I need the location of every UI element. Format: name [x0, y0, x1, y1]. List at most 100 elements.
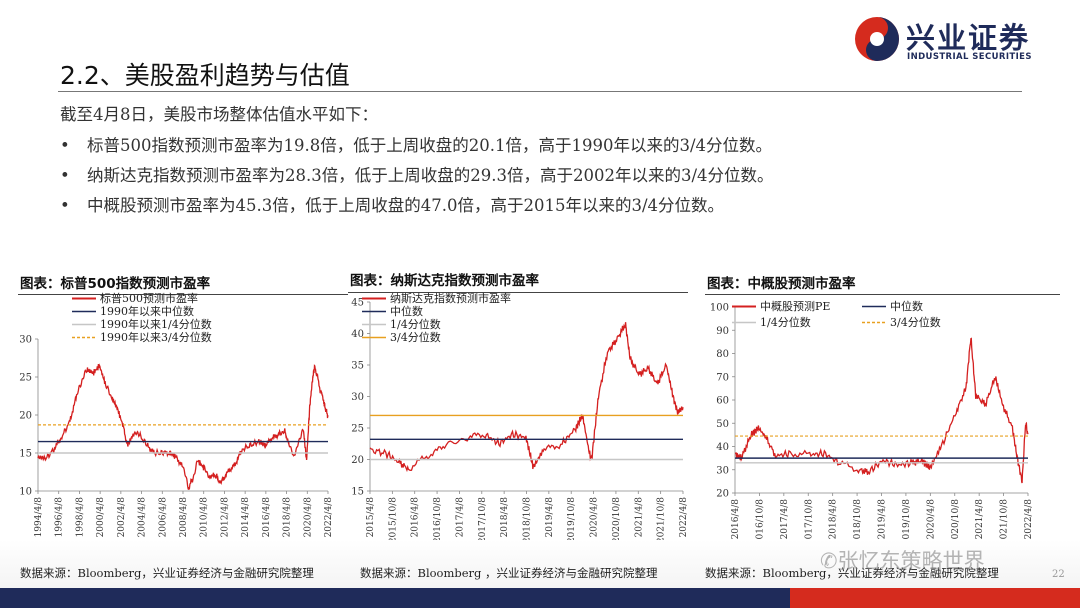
- footer-band: [0, 540, 1080, 588]
- y-tick-label: 35: [351, 361, 364, 372]
- legend-label: 1990年以来3/4分位数: [100, 330, 212, 344]
- x-tick-label: 2021/10/8: [1000, 499, 1010, 545]
- x-tick-label: 1998/4/8: [75, 497, 85, 538]
- x-tick-label: 2022/4/8: [679, 497, 689, 538]
- bullet-nasdaq: 纳斯达克指数预测市盈率为28.3倍，低于上周收盘的29.3倍，高于2002年以来…: [60, 161, 774, 191]
- x-tick-label: 1996/4/8: [55, 497, 65, 538]
- x-tick-label: 2022/4/8: [1024, 499, 1034, 540]
- y-tick-label: 40: [716, 442, 729, 453]
- logo-mark-icon: [855, 17, 899, 61]
- y-tick-label: 20: [351, 455, 364, 466]
- watermark: ✆张忆东策略世界: [820, 545, 985, 575]
- x-tick-label: 2020/4/8: [926, 499, 936, 540]
- x-tick-label: 2020/10/8: [951, 499, 961, 545]
- legend-label: 纳斯达克指数预测市盈率: [390, 291, 511, 305]
- chart-title-sp500: 图表：标普500指数预测市盈率: [20, 276, 211, 292]
- intro-text: 截至4月8日，美股市场整体估值水平如下：: [60, 105, 378, 124]
- source-note-china-adr: 数据来源：Bloomberg，兴业证券经济与金融研究院整理: [705, 566, 999, 580]
- x-tick-label: 2000/4/8: [96, 497, 106, 538]
- x-tick-label: 2012/4/8: [220, 497, 230, 538]
- x-tick-label: 2016/4/8: [262, 497, 272, 538]
- chart-title-nasdaq: 图表：纳斯达克指数预测市盈率: [350, 273, 539, 289]
- y-tick-label: 90: [716, 326, 729, 337]
- y-tick-label: 70: [716, 372, 729, 383]
- x-tick-label: 2017/4/8: [455, 497, 465, 538]
- page-title: 2.2、美股盈利趋势与估值: [60, 61, 350, 90]
- x-tick-label: 2010/4/8: [200, 497, 210, 538]
- legend-label: 中概股预测PE: [760, 300, 830, 313]
- x-tick-label: 2017/4/8: [780, 499, 790, 540]
- x-tick-label: 2018/4/8: [829, 499, 839, 540]
- y-tick-label: 25: [19, 373, 32, 384]
- x-tick-label: 2017/10/8: [478, 497, 488, 543]
- x-tick-label: 2020/4/8: [303, 497, 313, 538]
- bullet-sp500: 标普500指数预测市盈率为19.8倍，低于上周收盘的20.1倍，高于1990年以…: [60, 131, 774, 161]
- legend-label: 3/4分位数: [890, 315, 941, 329]
- series-line: [369, 322, 684, 473]
- x-tick-label: 2016/10/8: [433, 497, 443, 543]
- y-tick-label: 30: [716, 465, 729, 476]
- y-tick-label: 30: [351, 392, 364, 403]
- y-tick-label: 10: [19, 487, 32, 498]
- x-tick-label: 2019/4/8: [878, 499, 888, 540]
- chart-title-china-adr: 图表：中概股预测市盈率: [707, 276, 856, 292]
- x-tick-label: 2017/10/8: [804, 499, 814, 545]
- chart-rule-sp500: [18, 294, 348, 295]
- x-tick-label: 2018/4/8: [283, 497, 293, 538]
- x-tick-label: 2008/4/8: [179, 497, 189, 538]
- y-tick-label: 20: [19, 411, 32, 422]
- logo-name: 兴业证券: [906, 21, 1031, 55]
- logo-subtitle: INDUSTRIAL SECURITIES: [907, 52, 1032, 62]
- x-tick-label: 1994/4/8: [34, 497, 44, 538]
- x-tick-label: 2019/4/8: [545, 497, 555, 538]
- x-tick-label: 2018/4/8: [500, 497, 510, 538]
- bullet-china-adr: 中概股预测市盈率为45.3倍，低于上周收盘的47.0倍，高于2015年以来的3/…: [60, 191, 774, 221]
- legend-label: 1990年以来中位数: [100, 304, 194, 318]
- bottom-accent-bar: [790, 588, 1080, 608]
- x-tick-label: 2020/10/8: [612, 497, 622, 543]
- series-line: [37, 363, 329, 491]
- x-tick-label: 2016/4/8: [411, 497, 421, 538]
- x-tick-label: 2021/4/8: [975, 499, 985, 540]
- bullet-list: 标普500指数预测市盈率为19.8倍，低于上周收盘的20.1倍，高于1990年以…: [60, 131, 774, 221]
- legend-label: 1/4分位数: [390, 317, 441, 331]
- legend-label: 中位数: [390, 304, 423, 318]
- x-tick-label: 2002/4/8: [117, 497, 127, 538]
- x-tick-label: 2015/10/8: [388, 497, 398, 543]
- x-tick-label: 2018/10/8: [853, 499, 863, 545]
- y-tick-label: 40: [351, 329, 364, 340]
- chart-rule-nasdaq: [348, 292, 688, 293]
- legend-label: 中位数: [890, 299, 923, 313]
- y-tick-label: 15: [351, 487, 364, 498]
- legend-label: 3/4分位数: [390, 330, 441, 344]
- chart-rule-china-adr: [705, 294, 1060, 295]
- company-logo: 兴业证券 INDUSTRIAL SECURITIES: [852, 14, 1067, 66]
- x-tick-label: 2006/4/8: [158, 497, 168, 538]
- x-tick-label: 2016/10/8: [755, 499, 765, 545]
- x-tick-label: 2016/4/8: [731, 499, 741, 540]
- wechat-icon: ✆: [820, 549, 838, 573]
- x-tick-label: 2019/10/8: [902, 499, 912, 545]
- y-tick-label: 50: [716, 419, 729, 430]
- source-note-nasdaq: 数据来源：Bloomberg ，兴业证券经济与金融研究院整理: [360, 566, 658, 580]
- page-number: 22: [1052, 569, 1065, 580]
- x-tick-label: 2014/4/8: [241, 497, 251, 538]
- x-tick-label: 2021/4/8: [634, 497, 644, 538]
- y-tick-label: 15: [19, 449, 32, 460]
- y-tick-label: 100: [710, 303, 729, 314]
- x-tick-label: 2020/4/8: [590, 497, 600, 538]
- x-tick-label: 2004/4/8: [138, 497, 148, 538]
- watermark-text: 张忆东策略世界: [837, 549, 985, 573]
- x-tick-label: 2018/10/8: [523, 497, 533, 543]
- y-tick-label: 30: [19, 335, 32, 346]
- x-tick-label: 2022/4/8: [324, 497, 334, 538]
- legend-label: 1990年以来1/4分位数: [100, 317, 212, 331]
- source-note-sp500: 数据来源：Bloomberg，兴业证券经济与金融研究院整理: [20, 566, 314, 580]
- y-tick-label: 20: [716, 489, 729, 500]
- y-tick-label: 80: [716, 349, 729, 360]
- y-tick-label: 25: [351, 424, 364, 435]
- legend-label: 1/4分位数: [760, 315, 811, 329]
